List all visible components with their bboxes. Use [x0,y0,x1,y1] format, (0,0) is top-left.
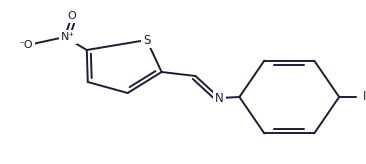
Text: N⁺: N⁺ [61,32,75,42]
Text: S: S [143,33,150,47]
Text: I: I [362,91,366,103]
Text: ⁻O: ⁻O [19,40,33,50]
Text: O: O [67,11,76,21]
Text: N: N [215,92,224,104]
